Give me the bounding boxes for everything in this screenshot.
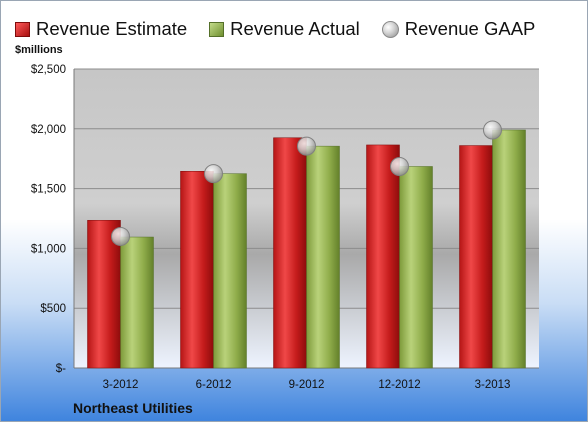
point-revenue-gaap [297, 136, 316, 156]
legend-item-estimate: Revenue Estimate [15, 18, 187, 40]
x-tick-label: 9-2012 [289, 379, 325, 391]
legend-swatch-gaap [381, 20, 399, 38]
x-tick-label: 12-2012 [378, 379, 420, 391]
bar-revenue-actual [213, 173, 247, 369]
bar-revenue-actual [492, 129, 526, 369]
bar-revenue-actual [399, 166, 433, 369]
point-revenue-gaap [483, 120, 502, 140]
bar-revenue-estimate [87, 220, 121, 369]
legend-item-actual: Revenue Actual [209, 18, 360, 40]
legend-label-actual: Revenue Actual [230, 18, 360, 39]
point-revenue-gaap [204, 164, 223, 184]
bar-revenue-actual [306, 145, 340, 369]
y-tick-label: $1,000 [31, 243, 66, 255]
y-tick-label: $1,500 [31, 184, 66, 196]
y-tick-label: $2,000 [31, 124, 66, 136]
x-tick-label: 6-2012 [196, 379, 232, 391]
legend-swatch-actual [209, 21, 225, 37]
y-tick-label: $- [56, 363, 66, 375]
y-tick-label: $2,500 [31, 64, 66, 76]
y-tick-label: $500 [40, 303, 66, 315]
y-axis-unit-label: $millions [15, 44, 63, 56]
bar-revenue-estimate [273, 137, 307, 369]
legend: Revenue Estimate Revenue Actual Revenue … [15, 16, 587, 42]
x-tick-label: 3-2012 [103, 379, 139, 391]
company-name: Northeast Utilities [73, 400, 193, 416]
legend-item-gaap: Revenue GAAP [381, 18, 536, 40]
legend-label-estimate: Revenue Estimate [36, 18, 188, 39]
legend-swatch-estimate [15, 21, 30, 37]
bar-revenue-estimate [459, 145, 493, 369]
point-revenue-gaap [390, 156, 409, 176]
point-revenue-gaap [111, 226, 130, 246]
x-tick-label: 3-2013 [475, 379, 511, 391]
bar-revenue-actual [120, 236, 154, 369]
bar-revenue-estimate [180, 171, 214, 369]
legend-label-gaap: Revenue GAAP [404, 18, 536, 39]
bar-revenue-estimate [366, 144, 400, 369]
